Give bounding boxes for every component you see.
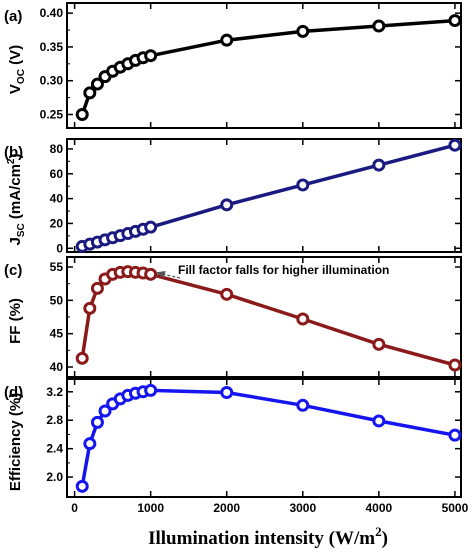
x-tick-label: 4000 xyxy=(366,501,393,515)
panel-3: 2.0 2.4 2.8 3.2 0 1000 2000 3000 4000 5000 (d)Effi… xyxy=(4,378,469,515)
data-point xyxy=(75,351,89,365)
data-point xyxy=(372,337,386,351)
data-point xyxy=(144,267,158,281)
y-axis-label-main: J xyxy=(7,237,24,245)
series-line xyxy=(80,18,456,116)
y-axis-label: JSC (mA/cm2) xyxy=(6,154,27,246)
panel-frame xyxy=(66,138,462,253)
y-axis-label-unit: (V) xyxy=(7,45,24,69)
x-tick-label: 1000 xyxy=(137,501,164,515)
y-tick-label: 0.30 xyxy=(40,74,64,88)
data-point xyxy=(83,86,97,100)
panel-0: 0.25 0.30 0.35 0.40 (a) VOC (V) xyxy=(4,2,462,129)
y-tick-label: 2.0 xyxy=(46,470,63,484)
x-tick-label: 0 xyxy=(71,501,78,515)
x-tick-label: 2000 xyxy=(213,501,240,515)
data-point xyxy=(448,14,462,28)
y-tick-label: 80 xyxy=(50,142,64,156)
y-tick-label: 0 xyxy=(56,241,63,255)
y-tick-label: 0.35 xyxy=(40,40,64,54)
y-tick-label: 60 xyxy=(50,167,64,181)
data-point xyxy=(220,198,234,212)
panel-frame xyxy=(66,378,462,498)
panel-label: (a) xyxy=(4,8,22,25)
y-tick-label: 50 xyxy=(50,293,64,307)
data-point xyxy=(220,287,234,301)
data-point xyxy=(448,428,462,442)
panel-2: 40 45 50 55 (c) FF (%) Fill factor falls for h… xyxy=(4,256,462,378)
x-axis-label-sup: 2 xyxy=(375,524,382,539)
y-tick-label: 40 xyxy=(50,360,64,374)
data-point xyxy=(144,220,158,234)
data-point xyxy=(296,312,310,326)
data-point xyxy=(75,479,89,493)
data-point xyxy=(144,383,158,397)
y-tick-label: 2.4 xyxy=(46,442,63,456)
panel-frame xyxy=(66,2,462,129)
data-point xyxy=(448,138,462,152)
data-point xyxy=(372,158,386,172)
x-axis-label: Illumination intensity (W/m2) xyxy=(148,524,388,549)
panel-label: (c) xyxy=(4,262,22,279)
panel-label: (d) xyxy=(4,384,23,401)
y-tick-label: 55 xyxy=(50,260,64,274)
data-point xyxy=(90,281,104,295)
data-point xyxy=(90,77,104,91)
data-point xyxy=(372,414,386,428)
data-point xyxy=(448,358,462,372)
x-axis-label-close: ) xyxy=(382,528,388,549)
y-axis-label-close: ) xyxy=(7,154,24,159)
y-axis-label-main: V xyxy=(7,84,24,94)
y-axis-label-main: Efficiency (%) xyxy=(7,393,24,491)
y-tick-label: 20 xyxy=(50,216,64,230)
y-tick-label: 45 xyxy=(50,327,64,341)
y-axis-label: VOC (V) xyxy=(7,45,27,94)
y-tick-label: 2.8 xyxy=(46,413,63,427)
data-point xyxy=(144,49,158,63)
panels: 0.250.300.350.40(a)VOC (V)020406080(b)JS… xyxy=(4,2,469,515)
data-point xyxy=(220,386,234,400)
y-tick-label: 40 xyxy=(50,192,64,206)
data-point xyxy=(90,415,104,429)
data-point xyxy=(83,301,97,315)
data-point xyxy=(296,398,310,412)
annotation-arrow xyxy=(155,271,181,279)
y-tick-label: 0.25 xyxy=(40,107,64,121)
y-axis-label-unit: (mA/cm xyxy=(7,164,24,223)
data-point xyxy=(75,107,89,121)
data-point xyxy=(372,19,386,33)
data-point xyxy=(296,24,310,38)
annotation-text: Fill factor falls for higher illuminatio… xyxy=(178,263,389,277)
y-axis-label-main: FF (%) xyxy=(7,298,24,344)
y-tick-label: 0.40 xyxy=(40,6,64,20)
x-axis-label-main: Illumination intensity (W/m xyxy=(148,528,375,549)
series-line xyxy=(80,269,456,367)
data-point xyxy=(296,178,310,192)
y-axis-label: FF (%) xyxy=(7,298,24,344)
panel-label: (b) xyxy=(4,144,23,161)
series-line xyxy=(80,388,456,487)
data-point xyxy=(220,33,234,47)
y-axis-label-sub: OC xyxy=(16,69,27,84)
data-point xyxy=(83,437,97,451)
y-axis-label: Efficiency (%) xyxy=(7,393,24,491)
y-axis-label-sup: 2 xyxy=(6,158,17,164)
data-point xyxy=(98,404,112,418)
y-axis-label-sub: SC xyxy=(16,223,27,237)
x-tick-label: 5000 xyxy=(442,501,469,515)
y-tick-label: 3.2 xyxy=(46,385,63,399)
x-tick-label: 3000 xyxy=(289,501,316,515)
